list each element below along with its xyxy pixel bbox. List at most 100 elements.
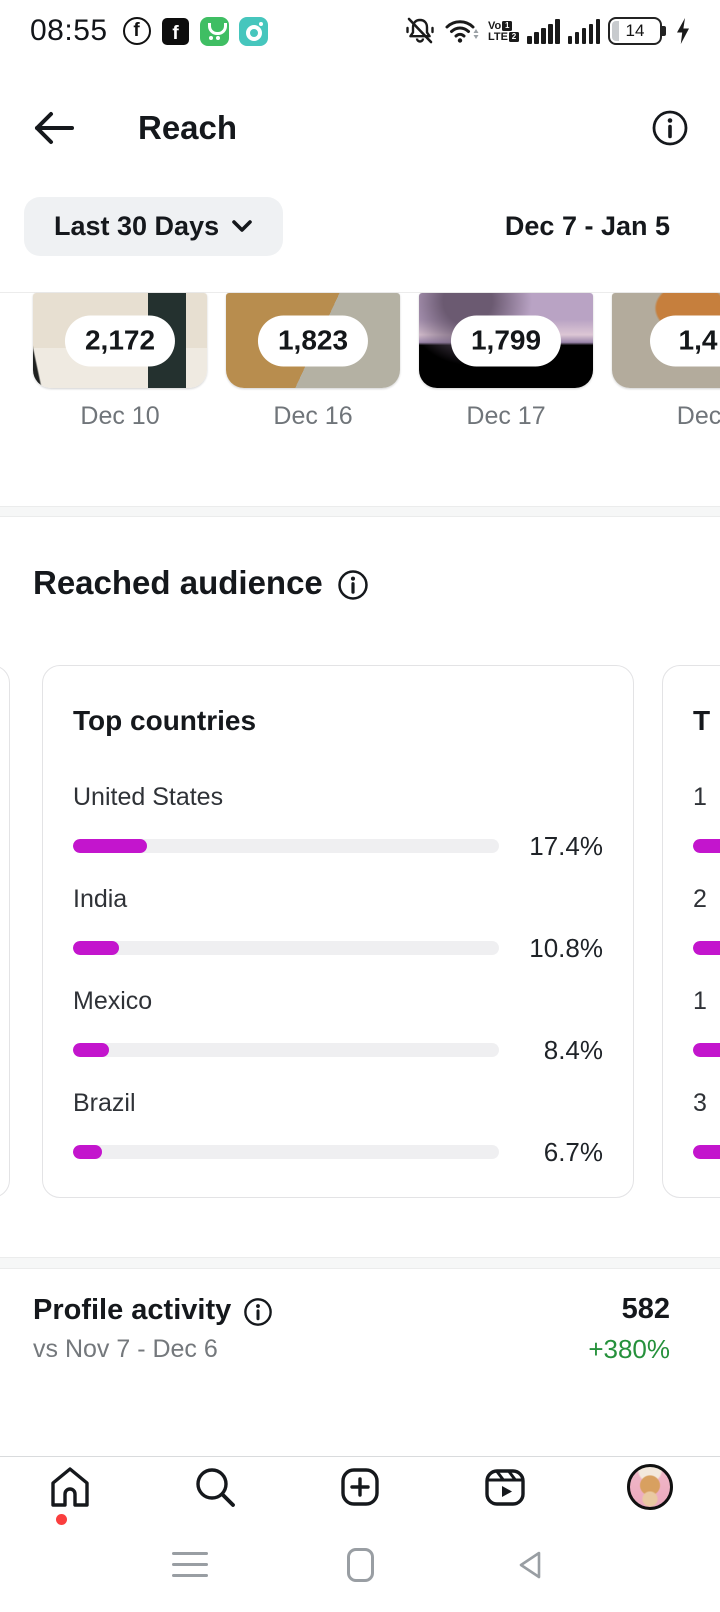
post-thumbnail[interactable]: 1,823 (226, 293, 400, 388)
reach-count-badge: 2,172 (64, 315, 176, 366)
country-row: Brazil 6.7% (73, 1088, 603, 1167)
home-square-icon (346, 1547, 374, 1582)
audience-card-previous-partial (0, 665, 10, 1198)
home-notification-dot (56, 1514, 67, 1525)
bottom-navigation (0, 1456, 720, 1525)
progress-track (693, 1043, 720, 1057)
profile-avatar (627, 1464, 673, 1510)
country-percent: 10.8% (529, 932, 603, 963)
search-icon (196, 1468, 235, 1507)
audience-row: 2 (693, 884, 720, 956)
reach-info-button[interactable] (650, 108, 690, 148)
audience-row: 1 (693, 986, 720, 1058)
post-date: Dec 16 (273, 402, 353, 430)
post-date: Dec 17 (466, 402, 546, 430)
profile-activity-value: 582 (621, 1293, 670, 1325)
reels-tab[interactable] (481, 1463, 529, 1511)
row-label-fragment: 1 (693, 987, 707, 1015)
clock: 08:55 (30, 14, 108, 47)
create-post-tab[interactable] (336, 1463, 384, 1511)
card-title-fragment: T (693, 705, 711, 736)
create-plus-icon (341, 1468, 379, 1506)
comparison-period-label: vs Nov 7 - Dec 6 (33, 1335, 218, 1363)
home-tab[interactable] (46, 1463, 94, 1525)
progress-fill (693, 1145, 720, 1159)
row-label-fragment: 3 (693, 1089, 707, 1117)
country-label: United States (73, 783, 224, 811)
page-title: Reach (138, 109, 238, 146)
post-date: Dec (676, 402, 720, 430)
bell-muted-icon (404, 16, 436, 46)
country-label: India (73, 885, 128, 913)
profile-activity-section[interactable]: Profile activity vs Nov 7 - Dec 6 582 +3… (0, 1293, 720, 1371)
audience-card-next-partial: T 1 2 1 (662, 665, 720, 1198)
progress-fill (693, 839, 720, 853)
section-title: Reached audience (33, 564, 323, 601)
back-button[interactable] (30, 106, 78, 150)
progress-track (73, 1043, 499, 1057)
date-range-label: Dec 7 - Jan 5 (504, 210, 670, 241)
menu-icon (172, 1552, 208, 1577)
green-app-icon (200, 16, 230, 46)
progress-fill (73, 1043, 109, 1057)
audience-cards-carousel[interactable]: Top countries United States 17.4% India … (0, 665, 720, 1198)
recents-menu-button[interactable] (170, 1545, 210, 1585)
post-thumbnail[interactable]: 1,799 (419, 293, 593, 388)
android-back-button[interactable] (510, 1545, 550, 1585)
progress-track (73, 941, 499, 955)
reach-count-badge: 1,823 (257, 315, 369, 366)
audience-row: 3 (693, 1088, 720, 1160)
top-posts-carousel[interactable]: 2,172 1,823 1,799 1,4 Dec 10 Dec 16 (0, 292, 720, 431)
teal-app-icon (239, 16, 269, 46)
post-date: Dec 10 (80, 402, 160, 430)
post-item[interactable]: 2,172 (33, 293, 207, 388)
country-row: Mexico 8.4% (73, 986, 603, 1065)
profile-activity-change: +380% (588, 1334, 670, 1364)
chevron-down-icon (231, 218, 253, 234)
search-tab[interactable] (191, 1463, 239, 1511)
facebook-square-icon: f (161, 16, 191, 46)
page-header: Reach (0, 98, 720, 158)
row-label-fragment: 1 (693, 783, 707, 811)
android-navigation-bar (0, 1517, 720, 1612)
signal-strength-sim1-icon (527, 18, 560, 44)
signal-strength-sim2-icon (567, 18, 600, 44)
country-label: Mexico (73, 987, 153, 1015)
reels-icon (485, 1469, 525, 1506)
status-bar: 08:55 f f (0, 0, 720, 62)
section-divider (0, 1257, 720, 1269)
reached-audience-info-button[interactable] (337, 565, 369, 601)
profile-tab[interactable] (626, 1463, 674, 1511)
country-percent: 6.7% (543, 1136, 603, 1167)
volte-dual-sim-indicator: Vo 1 LTE 2 (488, 20, 519, 42)
progress-fill (73, 839, 148, 853)
progress-fill (693, 1043, 720, 1057)
post-thumbnail[interactable]: 1,4 (612, 293, 720, 388)
progress-track (73, 839, 499, 853)
top-countries-card: Top countries United States 17.4% India … (42, 665, 634, 1198)
android-home-button[interactable] (340, 1545, 380, 1585)
row-label-fragment: 2 (693, 885, 707, 913)
filter-row: Last 30 Days Dec 7 - Jan 5 (0, 196, 720, 256)
country-row: United States 17.4% (73, 782, 603, 861)
progress-track (693, 941, 720, 955)
post-item[interactable]: 1,4 (612, 293, 720, 388)
post-item[interactable]: 1,823 (226, 293, 400, 388)
charging-bolt-icon (674, 17, 692, 45)
wifi-icon (444, 17, 480, 45)
country-label: Brazil (73, 1089, 136, 1117)
profile-activity-info-button[interactable] (243, 1293, 273, 1327)
facebook-circle-icon: f (122, 16, 152, 46)
reach-count-badge: 1,799 (450, 315, 562, 366)
back-triangle-icon (519, 1551, 541, 1578)
progress-fill (73, 1145, 102, 1159)
reach-count-badge: 1,4 (650, 315, 720, 366)
battery-indicator: 14 (608, 17, 666, 45)
country-row: India 10.8% (73, 884, 603, 963)
post-thumbnail[interactable]: 2,172 (33, 293, 207, 388)
section-divider (0, 506, 720, 517)
time-range-dropdown[interactable]: Last 30 Days (24, 196, 284, 256)
progress-track (693, 839, 720, 853)
post-item[interactable]: 1,799 (419, 293, 593, 388)
